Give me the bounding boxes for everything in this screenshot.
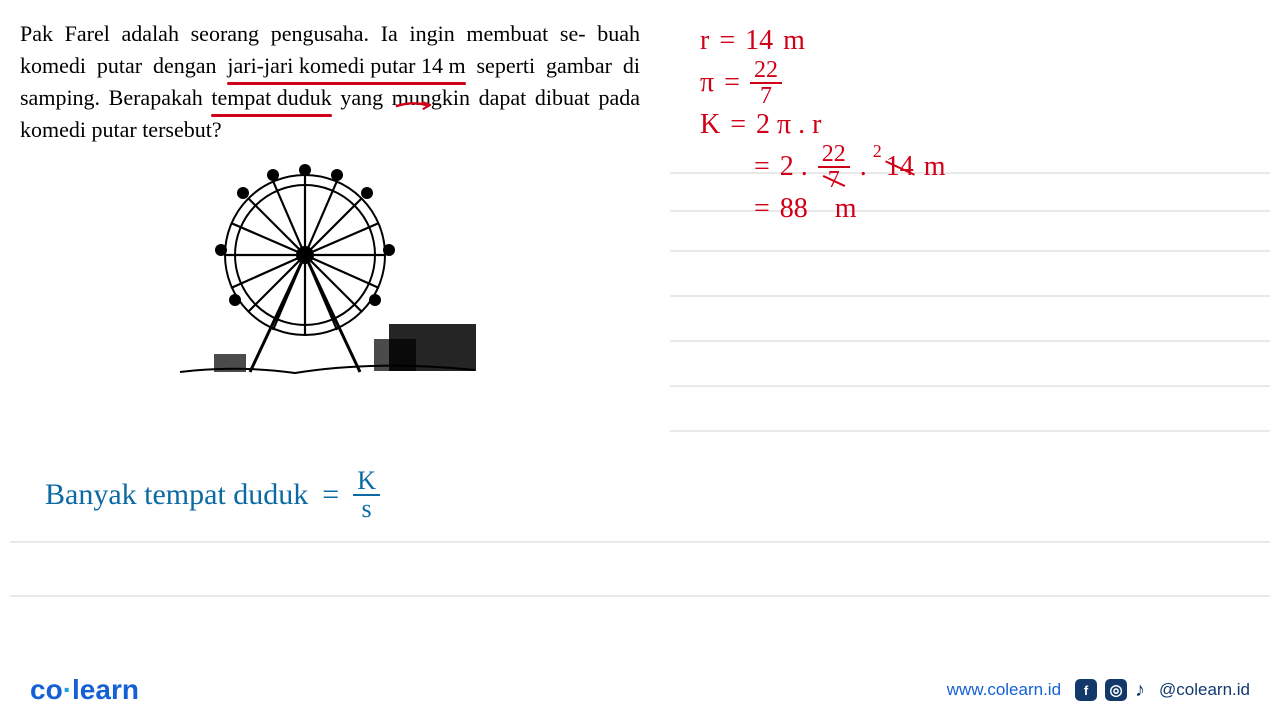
frac-num-K: K: [353, 468, 380, 496]
dot: .: [860, 147, 867, 188]
ruled-line: [670, 430, 1270, 432]
footer-url: www.colearn.id: [947, 680, 1061, 700]
problem-line1: Pak Farel adalah seorang pengusaha. Ia i…: [20, 21, 586, 46]
ruled-line: [670, 250, 1270, 252]
eq-sign: =: [719, 21, 735, 62]
frac-num: 22: [750, 58, 782, 84]
work-row-K-step2: = 2 . 22 7 . 214 m: [700, 146, 1030, 188]
frac-den-s: s: [358, 496, 376, 522]
logo-co: co: [30, 674, 63, 705]
work-row-K-result: = 88 m: [700, 188, 1030, 230]
frac-num: 22: [818, 142, 850, 168]
two-dot: 2 .: [780, 147, 808, 188]
eq-sign: =: [754, 147, 770, 188]
social-handle: @colearn.id: [1159, 680, 1250, 700]
frac-K-s: K s: [353, 468, 380, 522]
underlined-jari-jari: jari-jari komedi putar 14 m: [227, 50, 465, 82]
unit-m: m: [783, 21, 805, 62]
ruled-line-full: [10, 541, 1270, 543]
eq-sign: =: [724, 63, 740, 104]
brand-logo: co·learn: [30, 674, 139, 706]
var-r: r: [700, 21, 709, 62]
frac-22-7: 22 7: [750, 58, 782, 108]
facebook-icon: f: [1075, 679, 1097, 701]
ruled-line: [670, 385, 1270, 387]
logo-learn: learn: [72, 674, 139, 705]
blue-label: Banyak tempat duduk: [45, 478, 308, 512]
problem-line2-post: seperti: [466, 53, 536, 78]
val-14-cancelled: 14: [886, 147, 914, 188]
val-14: 14: [745, 21, 773, 62]
tiktok-icon: ♪: [1135, 679, 1145, 702]
eq-sign: =: [730, 105, 746, 146]
var-pi: π: [700, 63, 714, 104]
cancel-result-2: 2: [873, 141, 882, 161]
cancel-14: 214: [877, 147, 914, 188]
work-row-pi: π = 22 7: [700, 62, 1030, 104]
footer-bar: co·learn www.colearn.id f ◎ ♪ @colearn.i…: [0, 660, 1280, 720]
underlined-tempat-duduk: tempat duduk: [211, 82, 331, 114]
var-K: K: [700, 105, 720, 146]
logo-dot: ·: [63, 674, 72, 705]
red-arrow-icon: [395, 97, 433, 107]
eq-sign: =: [322, 478, 339, 512]
eq-sign: =: [754, 189, 770, 230]
handwritten-work-blue: Banyak tempat duduk = K s: [45, 468, 380, 522]
handwritten-work-red: r = 14 m π = 22 7 K = 2 π . r = 2 . 22 7…: [700, 20, 1030, 230]
result-88: 88: [780, 189, 808, 230]
instagram-icon: ◎: [1105, 679, 1127, 701]
work-row-r: r = 14 m: [700, 20, 1030, 62]
frac-22-7-cancel: 22 7: [818, 142, 850, 192]
ferris-wheel-image: [175, 160, 480, 385]
unit-m: m: [835, 189, 857, 230]
expr-2pir: 2 π . r: [756, 105, 821, 146]
footer-right: www.colearn.id f ◎ ♪ @colearn.id: [947, 679, 1250, 702]
unit-m: m: [924, 147, 946, 188]
problem-text-block: Pak Farel adalah seorang pengusaha. Ia i…: [20, 18, 640, 146]
ruled-line-full: [10, 595, 1270, 597]
social-icons: f ◎ ♪: [1075, 679, 1145, 702]
problem-paragraph: Pak Farel adalah seorang pengusaha. Ia i…: [20, 18, 640, 146]
frac-den-cancel: 7: [824, 168, 844, 192]
ruled-line: [670, 295, 1270, 297]
work-row-K-formula: K = 2 π . r: [700, 104, 1030, 146]
ruled-line: [670, 340, 1270, 342]
